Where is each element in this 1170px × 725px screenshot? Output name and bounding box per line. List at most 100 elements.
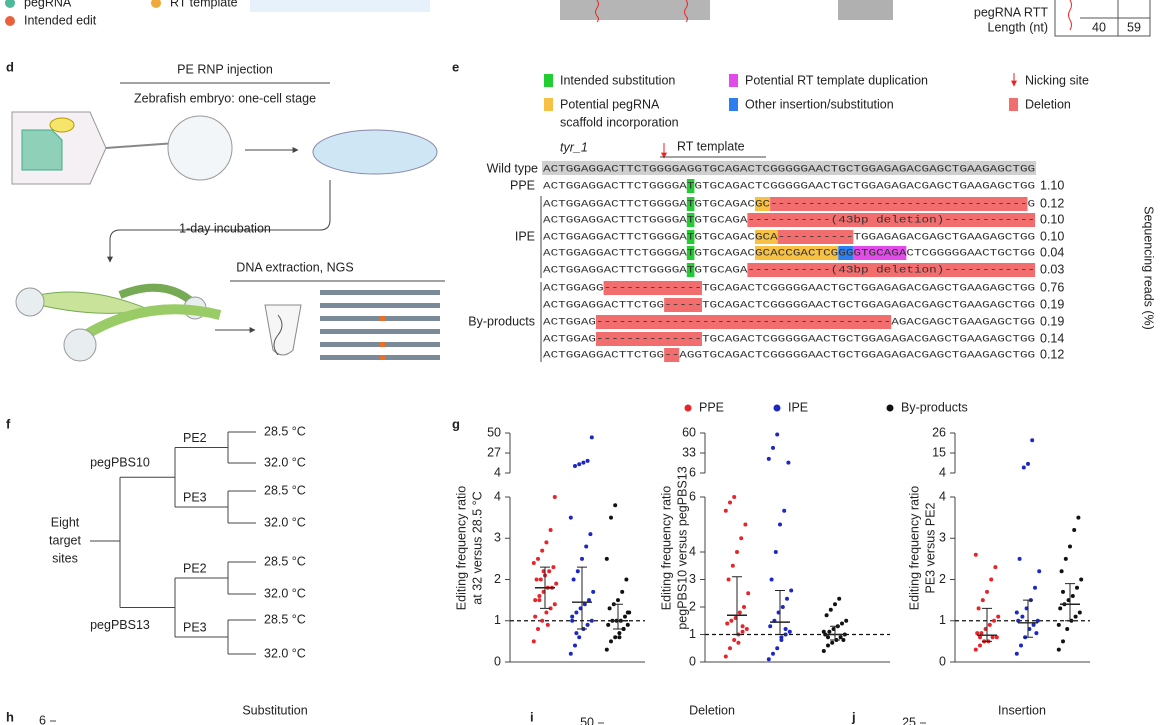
step-text: PE RNP injection <box>177 62 273 76</box>
data-point <box>1030 438 1035 443</box>
data-point <box>547 569 552 574</box>
data-point <box>728 500 732 505</box>
data-point <box>1031 622 1036 627</box>
panel-g: g <box>452 416 460 431</box>
data-point <box>1033 585 1037 590</box>
data-point <box>1014 610 1019 615</box>
sequence: ACTGGAGGACTTCTGGGGAGGTGCAGACTCGGGGGAACTG… <box>543 165 1035 176</box>
sequence: ACTGGAGGACTTCTGGGGATGTGCAGACGCACCGACTCGG… <box>543 249 1035 260</box>
data-point <box>769 577 774 582</box>
axis-label: Sequencing reads (%) <box>1142 206 1156 330</box>
data-point <box>732 495 737 499</box>
row-label: Wild type <box>487 161 538 175</box>
data-point <box>821 629 826 634</box>
dna-icon <box>273 314 283 356</box>
legend-swatch <box>151 0 161 8</box>
legend-swatch <box>5 0 15 8</box>
data-point <box>534 577 539 582</box>
data-point <box>775 646 780 651</box>
data-point <box>552 495 557 499</box>
data-point <box>980 598 985 603</box>
data-point <box>742 605 746 609</box>
y-tick-label: 2 <box>494 572 501 586</box>
y-tick-label: 4 <box>494 465 501 479</box>
data-point <box>587 598 591 603</box>
sequence: ACTGGAGGACTTCTGGGGATGTGCAGACGC----------… <box>543 200 1035 211</box>
y-tick-label: 3 <box>939 531 946 545</box>
y-tick-label: 26 <box>932 425 946 439</box>
highlight <box>664 348 680 362</box>
data-point <box>568 651 573 656</box>
data-point <box>616 598 620 603</box>
data-point <box>623 614 627 619</box>
data-point <box>740 629 745 634</box>
petri-dish <box>312 129 438 175</box>
tick-label: 25 <box>902 715 916 725</box>
data-point <box>728 646 732 651</box>
root-text: Eight <box>51 515 80 529</box>
data-point <box>533 614 538 619</box>
y-tick-label: 6 <box>689 489 696 503</box>
legend-text: PPE <box>699 400 724 414</box>
sequence: ACTGGAGGACTTCTGGGGATGTGCAGACTCGGGGGAACTG… <box>543 182 1035 193</box>
data-point <box>1016 618 1021 623</box>
leaf-label: 32.0 °C <box>264 586 306 600</box>
data-point <box>552 602 557 607</box>
data-point <box>1026 461 1030 466</box>
data-point <box>621 627 626 631</box>
data-point <box>824 613 829 618</box>
highlight <box>686 179 695 193</box>
data-point <box>1021 465 1026 470</box>
y-tick-label: 0 <box>689 654 696 668</box>
data-point <box>739 536 744 541</box>
panel-label: f <box>6 416 11 431</box>
data-point <box>1072 528 1077 532</box>
data-point <box>536 556 540 561</box>
data-point <box>987 622 992 627</box>
data-point <box>545 622 550 627</box>
data-point <box>540 618 545 623</box>
y-axis-label: at 32 versus 28.5 °C <box>470 491 484 604</box>
highlight <box>777 230 854 244</box>
y-tick-label: 4 <box>494 489 501 503</box>
data-point <box>779 638 784 642</box>
legend-swatch <box>544 74 553 87</box>
data-point <box>785 596 789 601</box>
panel-f: f Eight target sites <box>6 416 82 565</box>
data-point <box>828 607 833 612</box>
data-point <box>821 649 826 653</box>
data-point <box>780 605 785 609</box>
y-tick-label: 15 <box>932 445 946 459</box>
data-point <box>978 643 982 648</box>
data-point <box>990 635 995 640</box>
data-point <box>1063 556 1068 561</box>
data-point <box>744 627 749 631</box>
sequence: ACTGGAG--------------TGCAGACTCGGGGGAACTG… <box>543 335 1035 346</box>
legend-swatch <box>5 16 15 26</box>
data-point <box>1061 589 1065 594</box>
data-point <box>973 647 978 652</box>
table-cell: 59 <box>1127 20 1141 34</box>
data-point <box>624 577 629 582</box>
data-point <box>584 544 589 549</box>
y-tick-label: 2 <box>689 599 696 613</box>
data-point <box>613 635 618 640</box>
data-point <box>1056 622 1061 627</box>
data-point <box>575 569 580 574</box>
data-point <box>726 577 731 582</box>
data-point <box>554 581 559 586</box>
sequence: ACTGGAGGACTTCTGGGGATGTGCAGACGCA---------… <box>543 233 1035 244</box>
y-tick-label: 4 <box>689 544 696 558</box>
data-point <box>585 458 590 463</box>
leaf-label: 28.5 °C <box>264 424 306 438</box>
data-point <box>1073 614 1078 619</box>
data-point <box>1014 651 1019 656</box>
leaf-label: 32.0 °C <box>264 515 306 529</box>
data-point <box>1058 606 1063 611</box>
legend-text: Intended substitution <box>560 73 675 87</box>
panel-label: d <box>6 59 14 74</box>
data-point <box>779 635 784 640</box>
highlight <box>595 315 892 329</box>
data-point <box>625 622 630 627</box>
